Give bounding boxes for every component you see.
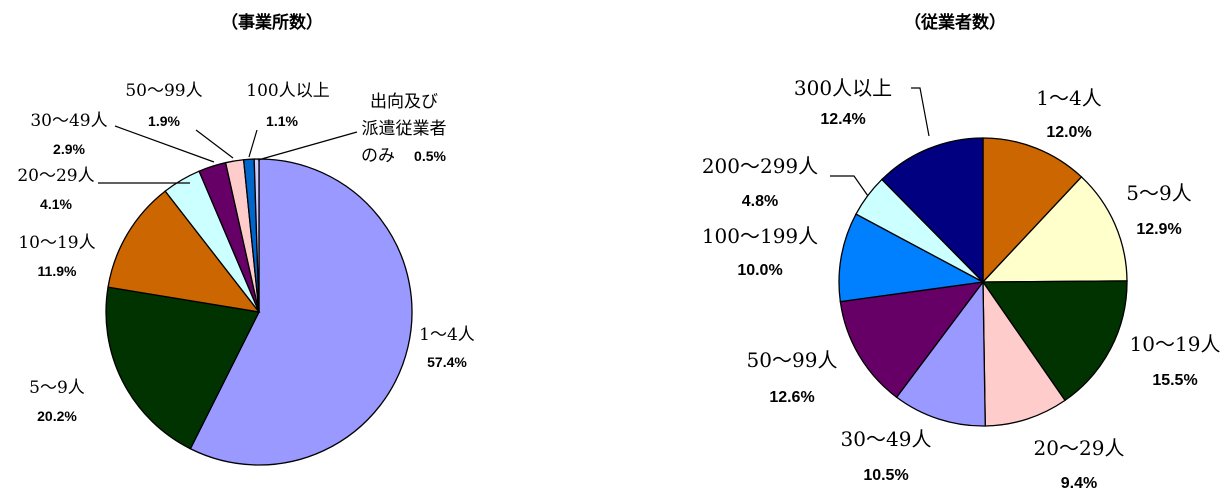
leader-line-100plus <box>248 129 258 158</box>
slice-pct-100-199: 10.0% <box>737 262 782 279</box>
pie-slice-1 <box>105 286 260 450</box>
pie-slice-5 <box>839 281 985 399</box>
pie-slice-1 <box>981 176 1128 283</box>
pie-slice-8 <box>880 137 984 284</box>
slice-pct-5-9: 12.9% <box>1136 221 1181 238</box>
leader-line-50-99 <box>195 129 234 159</box>
pie-slice-2 <box>107 190 261 313</box>
leader-line-30-49 <box>114 125 215 163</box>
slice-pct-dispatch: 0.5% <box>414 148 446 164</box>
slice-label-5-9: 5～9人 <box>29 378 85 398</box>
slice-label-dispatch-line1: 出向及び <box>370 92 438 112</box>
slice-pct-20-29: 4.1% <box>40 196 72 212</box>
pie-slice-0 <box>982 137 1083 284</box>
slice-pct-300plus: 12.4% <box>820 111 865 128</box>
slice-pct-200-299: 4.8% <box>742 193 778 210</box>
establishments-pie-chart: （事業所数） 1～4人 57.4% 5～9人 20.2% 10～19人 11.9… <box>17 12 475 466</box>
slice-label-1-4: 1～4人 <box>419 325 475 345</box>
slice-label-30-49: 30～49人 <box>30 111 107 131</box>
pie-slice-2 <box>981 280 1128 402</box>
slice-pct-100plus: 1.1% <box>266 113 298 129</box>
pie-slice-0 <box>189 158 413 466</box>
slice-pct-1-4: 12.0% <box>1046 124 1091 141</box>
slice-label-10-19: 10～19人 <box>1130 332 1221 356</box>
pie-slices <box>105 158 413 466</box>
slice-label-10-19: 10～19人 <box>18 233 95 253</box>
slice-label-200-299: 200～299人 <box>702 154 818 178</box>
slice-label-50-99: 50～99人 <box>125 81 202 101</box>
slice-label-30-49: 30～49人 <box>841 427 932 451</box>
leader-lines <box>830 87 930 197</box>
slice-label-20-29: 20～29人 <box>1034 436 1125 460</box>
leader-lines <box>98 125 358 184</box>
slice-label-50-99: 50～99人 <box>747 348 838 372</box>
leader-line-300plus <box>911 87 930 137</box>
slice-pct-1-4: 57.4% <box>427 354 467 370</box>
slice-pct-30-49: 10.5% <box>863 467 908 484</box>
slice-label-100plus: 100人以上 <box>246 81 329 101</box>
employees-pie-chart: （従業者数） 300人以上 12.4% 1～4人 12.0% 5～9人 12.9… <box>702 12 1221 492</box>
slice-pct-20-29: 9.4% <box>1061 475 1097 492</box>
pie-slice-6 <box>838 213 986 303</box>
slice-pct-10-19: 11.9% <box>38 263 77 279</box>
slice-pct-50-99: 12.6% <box>769 389 814 406</box>
leader-line-dispatch <box>257 131 358 161</box>
slice-pct-50-99: 1.9% <box>148 113 180 129</box>
chart-title: （事業所数） <box>221 12 323 33</box>
slice-pct-30-49: 2.9% <box>53 141 85 157</box>
slice-label-100-199: 100～199人 <box>702 224 818 248</box>
slice-pct-10-19: 15.5% <box>1152 372 1197 389</box>
pie-slice-7 <box>253 158 260 313</box>
slice-pct-5-9: 20.2% <box>37 408 77 424</box>
pie-slice-4 <box>895 280 986 427</box>
slice-label-dispatch-line3: のみ <box>361 146 395 166</box>
pie-slices <box>838 137 1128 427</box>
slice-label-5-9: 5～9人 <box>1126 181 1191 205</box>
chart-title: （従業者数） <box>904 12 1006 33</box>
slice-label-20-29: 20～29人 <box>17 166 94 186</box>
leader-line-200-299 <box>830 175 869 197</box>
slice-label-300plus: 300人以上 <box>794 76 892 100</box>
slice-label-dispatch-line2: 派遣従業者 <box>362 119 447 139</box>
pie-slice-3 <box>982 279 1066 427</box>
slice-label-1-4: 1～4人 <box>1036 86 1101 110</box>
